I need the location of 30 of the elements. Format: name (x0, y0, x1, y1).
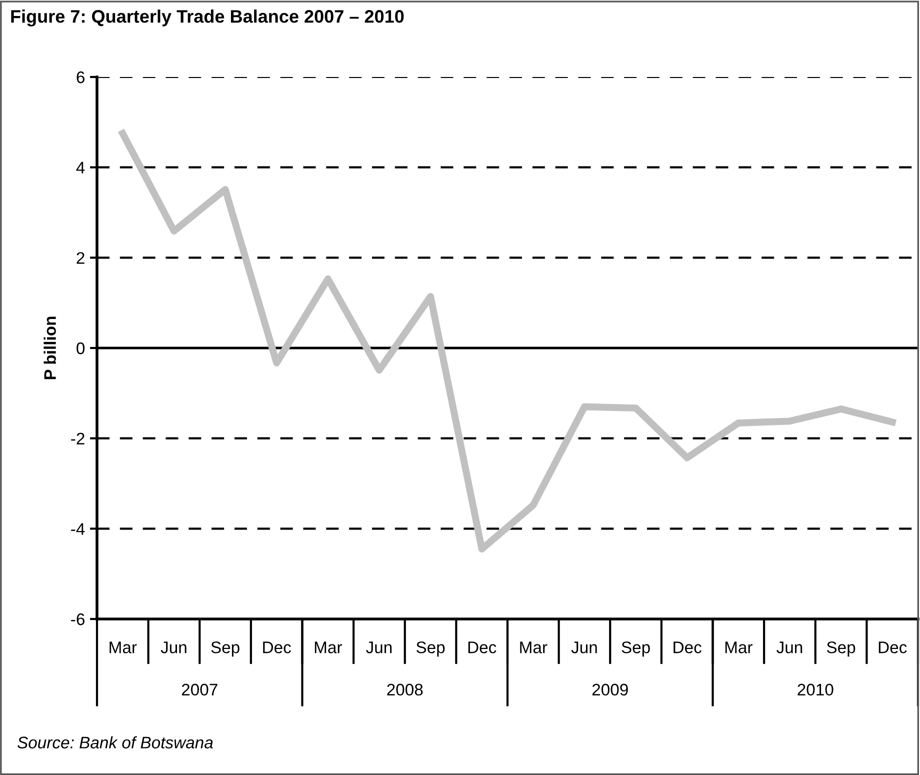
chart-title: Figure 7: Quarterly Trade Balance 2007 – 2010 (11, 10, 404, 26)
x-tick-label: Sep (826, 641, 856, 657)
y-tick-label: -6 (71, 613, 84, 626)
source-note: Source: Bank of Botswana (17, 736, 213, 748)
x-tick-label: Dec (468, 642, 496, 654)
x-tick-label: Sep (622, 641, 650, 657)
y-tick-label: 4 (76, 162, 85, 174)
x-tick-label: Jun (571, 642, 597, 654)
y-tick-label: -4 (71, 523, 85, 535)
text: 2009 (592, 684, 628, 696)
y-tick-label: 0 (76, 342, 85, 354)
text: 2010 (798, 684, 834, 696)
x-tick-label: Mar (725, 642, 752, 654)
y-tick-label: 2 (76, 252, 84, 264)
text: 2008 (387, 684, 423, 696)
x-tick-label: Jun (160, 642, 186, 654)
x-tick-label: Sep (416, 641, 445, 657)
x-tick-label: Jun (366, 642, 392, 654)
text: 2007 (182, 684, 218, 696)
x-tick-label: Jun (776, 642, 802, 654)
x-tick-label: Sep (211, 641, 240, 657)
x-tick-label: Dec (263, 642, 291, 654)
y-axis-title: P billion (44, 316, 56, 380)
x-tick-label: Mar (314, 642, 342, 654)
x-tick-label: Mar (110, 642, 137, 654)
y-tick-label: -2 (71, 432, 84, 444)
x-tick-label: Mar (520, 642, 548, 654)
x-tick-label: Dec (674, 642, 702, 654)
x-tick-label: Dec (878, 642, 907, 654)
y-tick-label: 6 (76, 71, 84, 84)
